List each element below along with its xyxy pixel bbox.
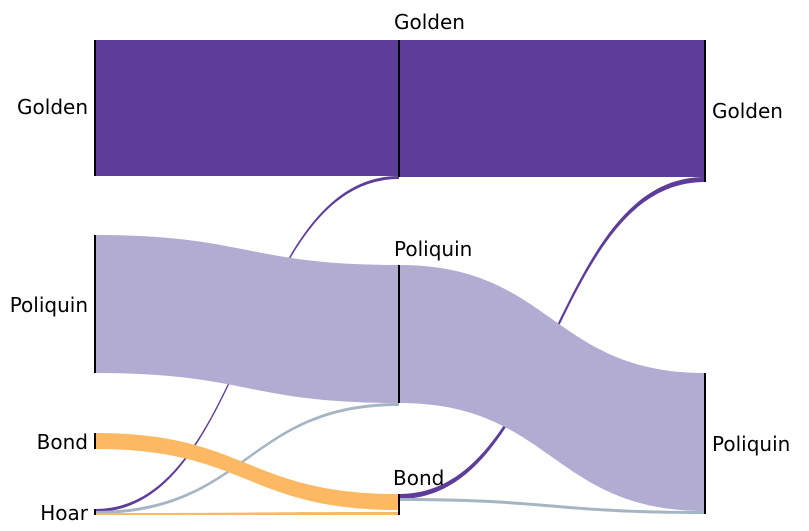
node-bar-c0-golden [94,40,96,176]
flow-hoar-to-bond-1 [95,512,399,515]
flow-golden-to-golden-2 [399,40,705,177]
node-bar-c1-poliquin [398,265,400,403]
node-bar-c0-poliquin [94,235,96,373]
node-label-c1-golden: Golden [394,10,465,34]
flow-golden-to-golden-1 [95,40,399,176]
node-label-c0-bond: Bond [37,430,88,454]
node-bar-c2-golden [704,40,706,182]
node-bar-c0-bond [94,433,96,449]
flow-poliquin-to-poliquin-2 [399,265,705,511]
node-bar-c1-bond [398,494,400,515]
node-label-c1-bond: Bond [393,466,444,490]
flow-poliquin-to-poliquin-1 [95,235,399,403]
node-label-c2-golden: Golden [712,99,783,123]
node-label-c0-hoar: Hoar [40,501,89,525]
flow-hoar-to-poliquin-1 [95,403,399,514]
node-bar-c1-golden [398,40,400,177]
node-label-c0-poliquin: Poliquin [10,293,88,317]
node-bar-c2-poliquin [704,373,706,514]
flow-bond-to-bond-1 [95,433,399,510]
node-label-c0-golden: Golden [17,95,88,119]
flow-bond-to-poliquin-2 [399,498,705,514]
node-bar-c0-hoar [94,509,96,515]
node-label-c2-poliquin: Poliquin [712,432,790,456]
node-label-c1-poliquin: Poliquin [394,237,472,261]
